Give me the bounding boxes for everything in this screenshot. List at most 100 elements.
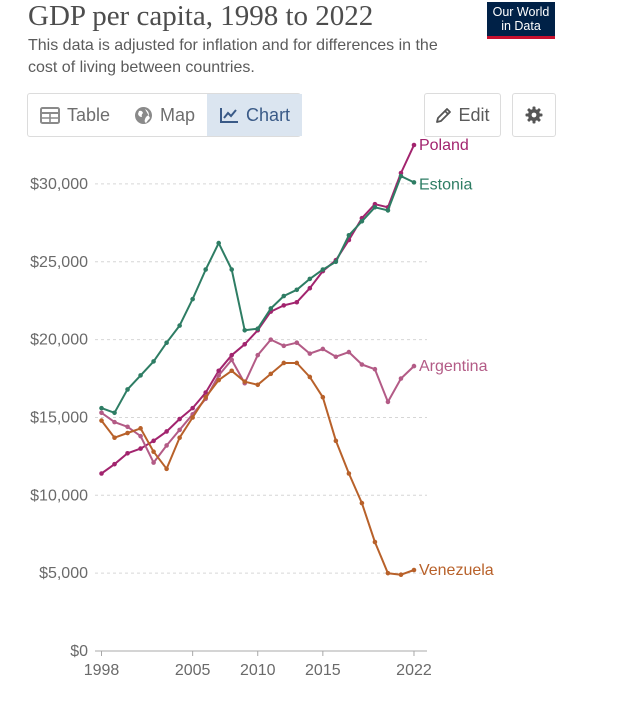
tab-table-label: Table <box>67 104 111 125</box>
x-tick-label: 2005 <box>175 662 211 679</box>
data-point-poland <box>216 368 221 374</box>
globe-icon <box>135 106 153 124</box>
series-label-argentina: Argentina <box>419 358 488 375</box>
pencil-icon <box>436 107 452 123</box>
data-point-estonia <box>164 340 169 346</box>
tab-chart[interactable]: Chart <box>207 94 303 136</box>
y-tick-label: $15,000 <box>30 409 88 426</box>
data-point-estonia <box>385 208 391 213</box>
settings-button[interactable] <box>512 93 556 137</box>
data-point-poland <box>281 303 287 308</box>
data-point-venezuela <box>216 377 221 383</box>
data-point-venezuela <box>398 572 404 578</box>
data-point-poland <box>151 438 156 444</box>
tab-chart-label: Chart <box>246 104 291 125</box>
y-tick-label: $20,000 <box>30 332 88 349</box>
data-point-estonia <box>372 204 378 210</box>
edit-button[interactable]: Edit <box>424 93 501 137</box>
data-point-estonia <box>203 267 208 272</box>
data-point-venezuela <box>177 435 182 441</box>
data-point-venezuela <box>411 567 417 573</box>
y-tick-label: $30,000 <box>30 176 88 193</box>
data-point-argentina <box>307 351 313 356</box>
x-tick-label: 2015 <box>305 662 341 679</box>
data-point-estonia <box>177 323 182 328</box>
data-point-estonia <box>333 259 339 265</box>
y-tick-label: $10,000 <box>30 487 88 504</box>
data-point-argentina <box>164 443 169 448</box>
data-point-estonia <box>216 240 221 246</box>
line-chart-icon <box>220 107 239 123</box>
data-point-poland <box>112 461 117 467</box>
data-point-estonia <box>255 326 261 332</box>
data-point-estonia <box>359 218 365 224</box>
data-point-estonia <box>190 296 195 302</box>
x-tick-label: 2010 <box>240 662 276 679</box>
chart-title: GDP per capita, 1998 to 2022 <box>28 0 374 32</box>
data-point-argentina <box>125 424 130 430</box>
data-point-argentina <box>385 399 391 405</box>
data-point-poland <box>307 285 313 291</box>
data-point-poland <box>190 405 195 411</box>
data-point-estonia <box>281 293 287 299</box>
data-point-estonia <box>138 373 143 378</box>
data-point-estonia <box>112 410 117 416</box>
data-point-venezuela <box>229 368 235 374</box>
series-label-venezuela: Venezuela <box>419 562 494 579</box>
data-point-argentina <box>294 340 300 346</box>
y-tick-label: $5,000 <box>39 565 88 582</box>
data-point-argentina <box>398 376 404 381</box>
owid-logo[interactable]: Our World in Data <box>487 2 555 39</box>
data-point-venezuela <box>281 360 287 366</box>
data-point-venezuela <box>164 466 169 472</box>
data-point-estonia <box>307 276 313 282</box>
data-point-argentina <box>268 337 274 342</box>
data-point-estonia <box>242 327 248 333</box>
data-point-venezuela <box>294 360 300 366</box>
data-point-argentina <box>411 363 417 369</box>
data-point-argentina <box>359 362 365 367</box>
data-point-venezuela <box>112 435 117 441</box>
series-line-venezuela <box>100 362 415 576</box>
data-point-estonia <box>411 180 417 185</box>
data-point-argentina <box>229 357 235 363</box>
data-point-poland <box>242 341 248 347</box>
data-point-argentina <box>216 373 221 378</box>
data-point-venezuela <box>190 415 195 420</box>
data-point-venezuela <box>138 426 143 431</box>
data-point-venezuela <box>151 449 156 455</box>
data-point-venezuela <box>333 438 339 444</box>
data-point-poland <box>138 446 143 451</box>
data-point-poland <box>294 299 300 305</box>
logo-line-1: Our World <box>492 5 550 19</box>
chart-subtitle: This data is adjusted for inflation and … <box>28 37 438 76</box>
logo-line-2: in Data <box>501 19 541 33</box>
data-point-venezuela <box>359 500 365 506</box>
data-point-venezuela <box>125 430 130 436</box>
data-point-venezuela <box>255 382 261 388</box>
data-point-poland <box>164 429 169 434</box>
data-point-estonia <box>151 359 156 364</box>
data-point-poland <box>203 390 208 395</box>
y-tick-label: $25,000 <box>30 254 88 271</box>
data-point-poland <box>99 471 104 476</box>
data-point-poland <box>177 416 182 422</box>
data-point-estonia <box>398 173 404 179</box>
data-point-estonia <box>268 306 274 311</box>
tab-table[interactable]: Table <box>28 94 122 136</box>
y-tick-label: $0 <box>70 643 88 660</box>
data-point-argentina <box>151 460 156 465</box>
series-line-poland <box>100 144 415 475</box>
edit-button-label: Edit <box>458 104 490 125</box>
data-point-venezuela <box>346 471 352 476</box>
tab-map[interactable]: Map <box>122 94 207 136</box>
view-tabs: Table Map Chart <box>27 93 303 137</box>
data-point-estonia <box>125 387 130 392</box>
gear-icon <box>525 106 543 124</box>
data-point-venezuela <box>268 371 274 377</box>
x-tick-label: 1998 <box>84 662 120 679</box>
data-point-argentina <box>372 366 378 372</box>
data-point-estonia <box>229 267 235 272</box>
data-point-poland <box>229 352 235 358</box>
